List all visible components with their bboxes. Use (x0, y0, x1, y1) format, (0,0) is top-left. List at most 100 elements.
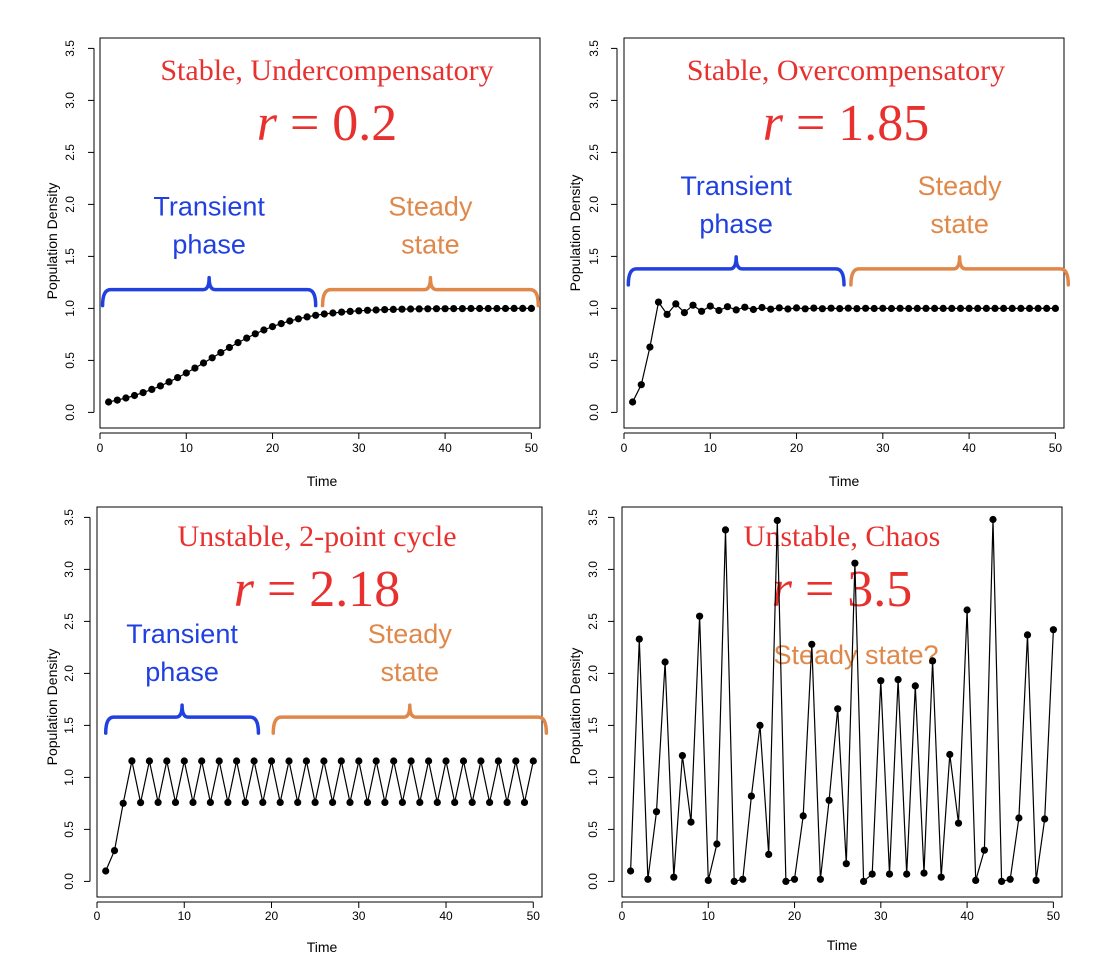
data-point (233, 757, 241, 765)
data-point (698, 307, 706, 315)
data-point (939, 304, 947, 312)
data-point (756, 721, 764, 730)
y-tick-label: 1.5 (587, 248, 601, 265)
data-point (224, 798, 232, 807)
x-tick-label: 40 (960, 909, 974, 923)
data-point (913, 304, 921, 312)
data-point (818, 305, 827, 313)
y-tick-label: 1.0 (586, 769, 600, 786)
x-axis-title: Time (307, 473, 338, 489)
steady-bracket (271, 703, 549, 735)
y-tick-label: 0.0 (63, 404, 77, 421)
data-point (148, 385, 156, 393)
data-point (276, 798, 284, 807)
x-tick-label: 0 (94, 909, 101, 923)
r-symbol: r (257, 95, 278, 152)
y-tick-label: 1.5 (63, 248, 77, 265)
steady-state-question: Steady state? (773, 640, 938, 670)
x-tick-label: 10 (178, 909, 192, 923)
data-point (963, 606, 971, 614)
y-tick-label: 0.5 (586, 821, 600, 838)
data-point (877, 677, 885, 685)
data-point (775, 304, 783, 312)
data-point (182, 369, 190, 377)
r-label: r = 0.2 (257, 95, 398, 152)
data-point (163, 757, 171, 765)
panel-title: Stable, Overcompensatory (687, 54, 1005, 87)
x-tick-label: 0 (619, 909, 626, 923)
x-tick-label: 20 (790, 441, 804, 455)
panel-chaos: Unstable, Chaos r = 3.5 Steady state? Ti… (567, 506, 1063, 953)
data-point (243, 334, 251, 342)
data-point (991, 304, 999, 312)
plot-frame (99, 37, 541, 429)
data-point (390, 757, 398, 765)
data-point (199, 359, 208, 367)
transient-label-line2: phase (699, 209, 773, 239)
data-point (338, 308, 346, 316)
data-point (267, 757, 276, 765)
x-tick-label: 0 (97, 441, 104, 455)
x-axis: 0 10 20 30 40 50 (619, 901, 1061, 923)
data-point (644, 875, 652, 883)
y-tick-label: 1.5 (62, 717, 76, 734)
steady-label-line2: state (930, 209, 989, 239)
x-tick-label: 20 (788, 909, 802, 923)
data-point (311, 798, 319, 807)
data-point (937, 873, 945, 881)
data-point (784, 305, 792, 313)
r-value: = 3.5 (792, 561, 912, 618)
y-tick-label: 3.0 (586, 561, 600, 578)
data-point (721, 526, 730, 534)
data-point (180, 757, 188, 765)
data-point (154, 798, 162, 807)
data-point (920, 869, 928, 877)
x-tick-label: 50 (1047, 909, 1061, 923)
data-point (320, 310, 328, 318)
data-point (128, 757, 136, 765)
data-point (122, 394, 130, 402)
data-point (834, 705, 842, 713)
data-point (680, 309, 689, 317)
data-point (827, 304, 835, 312)
y-axis: 0.0 0.5 1.0 1.5 2.0 2.5 3.0 3.5 (586, 509, 615, 890)
transient-bracket (626, 255, 846, 287)
data-point (635, 635, 643, 643)
data-point (346, 798, 354, 807)
data-point (652, 808, 661, 816)
data-point (663, 310, 671, 318)
series-line (105, 760, 534, 872)
data-point (389, 305, 397, 313)
y-tick-label: 2.5 (586, 613, 600, 630)
y-tick-label: 1.0 (587, 300, 601, 317)
x-tick-label: 40 (962, 441, 976, 455)
y-tick-label: 3.5 (62, 509, 76, 526)
data-point (998, 877, 1006, 886)
y-axis: 0.0 0.5 1.0 1.5 2.0 2.5 3.0 3.5 (587, 40, 618, 421)
y-tick-label: 0.5 (587, 352, 601, 369)
x-tick-label: 50 (525, 441, 539, 455)
data-point (198, 757, 206, 765)
data-point (520, 798, 529, 807)
data-point (929, 657, 937, 665)
data-point (137, 799, 145, 807)
x-tick-label: 50 (527, 909, 541, 923)
data-point (905, 304, 913, 313)
data-point (119, 799, 127, 807)
y-axis: 0.0 0.5 1.0 1.5 2.0 2.5 3.0 3.5 (63, 40, 95, 421)
data-point (773, 516, 781, 525)
data-point (398, 305, 406, 313)
data-point (206, 798, 214, 807)
data-point (424, 305, 432, 313)
data-point (451, 798, 459, 807)
data-point (715, 306, 723, 315)
steady-bracket (849, 255, 1071, 287)
data-point (512, 757, 520, 765)
data-point (670, 873, 678, 881)
data-point (363, 306, 372, 314)
data-point (922, 304, 930, 312)
data-point (467, 304, 475, 313)
data-point (646, 343, 654, 351)
phase-annotations: Transient phase Steady state (626, 171, 1071, 287)
data-point (980, 846, 989, 854)
